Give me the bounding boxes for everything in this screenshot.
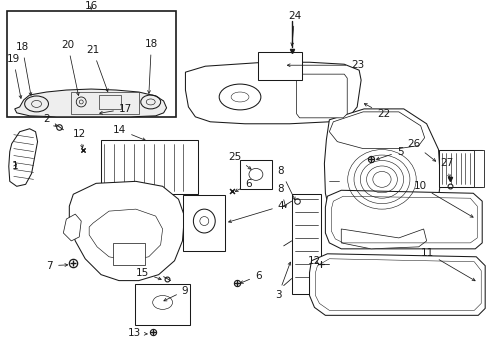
Polygon shape xyxy=(69,181,184,280)
Bar xyxy=(99,95,121,109)
Text: 18: 18 xyxy=(144,39,158,93)
Bar xyxy=(71,92,139,114)
Bar xyxy=(135,284,190,325)
Text: 20: 20 xyxy=(61,40,79,95)
Text: 10: 10 xyxy=(413,181,472,217)
Polygon shape xyxy=(325,190,481,249)
Polygon shape xyxy=(15,89,166,117)
Text: 15: 15 xyxy=(136,267,161,280)
Text: 11: 11 xyxy=(420,248,474,281)
Polygon shape xyxy=(329,112,424,149)
Text: 6: 6 xyxy=(240,271,261,283)
Text: 5: 5 xyxy=(376,147,403,160)
Polygon shape xyxy=(9,129,38,186)
Text: 9: 9 xyxy=(163,285,188,301)
Polygon shape xyxy=(185,62,360,124)
Bar xyxy=(7,11,175,117)
Text: 12: 12 xyxy=(307,256,320,266)
Bar xyxy=(257,52,301,80)
Bar xyxy=(113,243,144,265)
Bar xyxy=(291,194,321,293)
Text: 8: 8 xyxy=(277,166,294,200)
Text: 17: 17 xyxy=(100,104,132,114)
Polygon shape xyxy=(296,74,346,118)
Bar xyxy=(240,159,271,189)
Text: 25: 25 xyxy=(228,152,250,169)
Text: 8: 8 xyxy=(277,184,286,208)
Text: 22: 22 xyxy=(364,104,389,119)
Text: 21: 21 xyxy=(86,45,108,91)
Bar xyxy=(183,195,224,251)
Bar xyxy=(101,140,198,194)
Text: 27: 27 xyxy=(439,158,452,178)
Text: 12: 12 xyxy=(73,129,86,148)
Text: 14: 14 xyxy=(113,125,145,140)
Text: 4: 4 xyxy=(228,201,284,222)
Text: 18: 18 xyxy=(16,42,32,95)
Text: 3: 3 xyxy=(274,262,290,301)
Text: 7: 7 xyxy=(46,261,67,271)
Bar xyxy=(438,150,481,187)
Text: 6: 6 xyxy=(235,179,251,192)
Polygon shape xyxy=(324,109,440,245)
Text: 16: 16 xyxy=(84,1,98,11)
Polygon shape xyxy=(63,214,81,241)
Polygon shape xyxy=(309,254,484,315)
Polygon shape xyxy=(341,229,426,249)
Text: 13: 13 xyxy=(128,328,147,338)
Text: 1: 1 xyxy=(12,161,19,171)
Text: 24: 24 xyxy=(287,10,301,46)
Bar xyxy=(473,150,483,187)
Text: 2: 2 xyxy=(43,114,57,126)
Text: 26: 26 xyxy=(406,139,435,161)
Text: 19: 19 xyxy=(7,54,22,98)
Text: 23: 23 xyxy=(287,60,364,70)
